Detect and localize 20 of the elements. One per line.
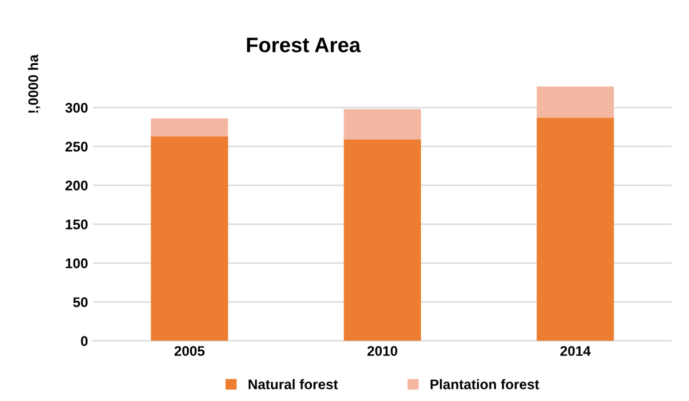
bar	[150, 136, 228, 341]
bar	[344, 139, 421, 341]
legend-label: Plantation forest	[430, 379, 540, 390]
chart-title: Forest Area	[247, 38, 361, 52]
bar	[344, 109, 421, 140]
x-tick-label: 2014	[560, 346, 591, 356]
y-axis-title: !,0000 ha	[28, 54, 40, 113]
x-tick-label: 2010	[367, 346, 398, 356]
y-tick-label: 0	[80, 336, 88, 346]
y-tick-label: 150	[66, 220, 88, 230]
y-tick-label: 250	[65, 142, 88, 152]
bar	[536, 86, 614, 118]
bar	[150, 118, 228, 136]
x-tick-label: 2005	[174, 346, 205, 356]
y-tick-label: 100	[66, 258, 88, 268]
y-tick-label: 50	[73, 297, 88, 308]
bar	[536, 118, 614, 341]
y-tick-label: 200	[65, 180, 88, 190]
y-tick-label: 300	[65, 102, 88, 113]
legend-label: Natural forest	[248, 379, 338, 390]
